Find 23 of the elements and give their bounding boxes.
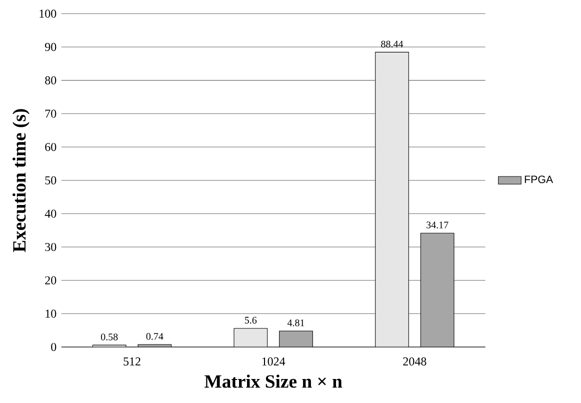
x-tick-label: 512 (124, 357, 140, 366)
y-tick-label: 100 (40, 10, 56, 18)
y-tick-label: 40 (44, 210, 56, 218)
data-label: 0.58 (100, 334, 118, 340)
y-tick-label: 10 (46, 310, 56, 318)
data-label: 34.17 (426, 222, 448, 228)
y-tick-label: 60 (45, 142, 56, 152)
y-tick-label: 80 (45, 76, 56, 84)
legend-label: FPGA (524, 176, 554, 184)
y-tick-label: 50 (45, 176, 56, 184)
y-tick-label: 20 (45, 276, 56, 284)
y-axis-title: Execution time (s) (12, 109, 30, 252)
data-label: 0.74 (146, 333, 164, 340)
y-tick-label: 0 (51, 342, 56, 352)
y-tick-label: 30 (45, 242, 56, 252)
x-tick-label: 1024 (262, 357, 286, 366)
data-label: 5.6 (245, 316, 257, 324)
y-tick-label: 90 (45, 42, 56, 52)
data-label: 4.81 (287, 319, 304, 326)
data-label: 88.44 (381, 40, 404, 48)
x-tick-label: 2048 (403, 357, 426, 366)
x-axis-title: Matrix Size n × n (204, 374, 342, 388)
y-tick-label: 70 (45, 110, 56, 118)
